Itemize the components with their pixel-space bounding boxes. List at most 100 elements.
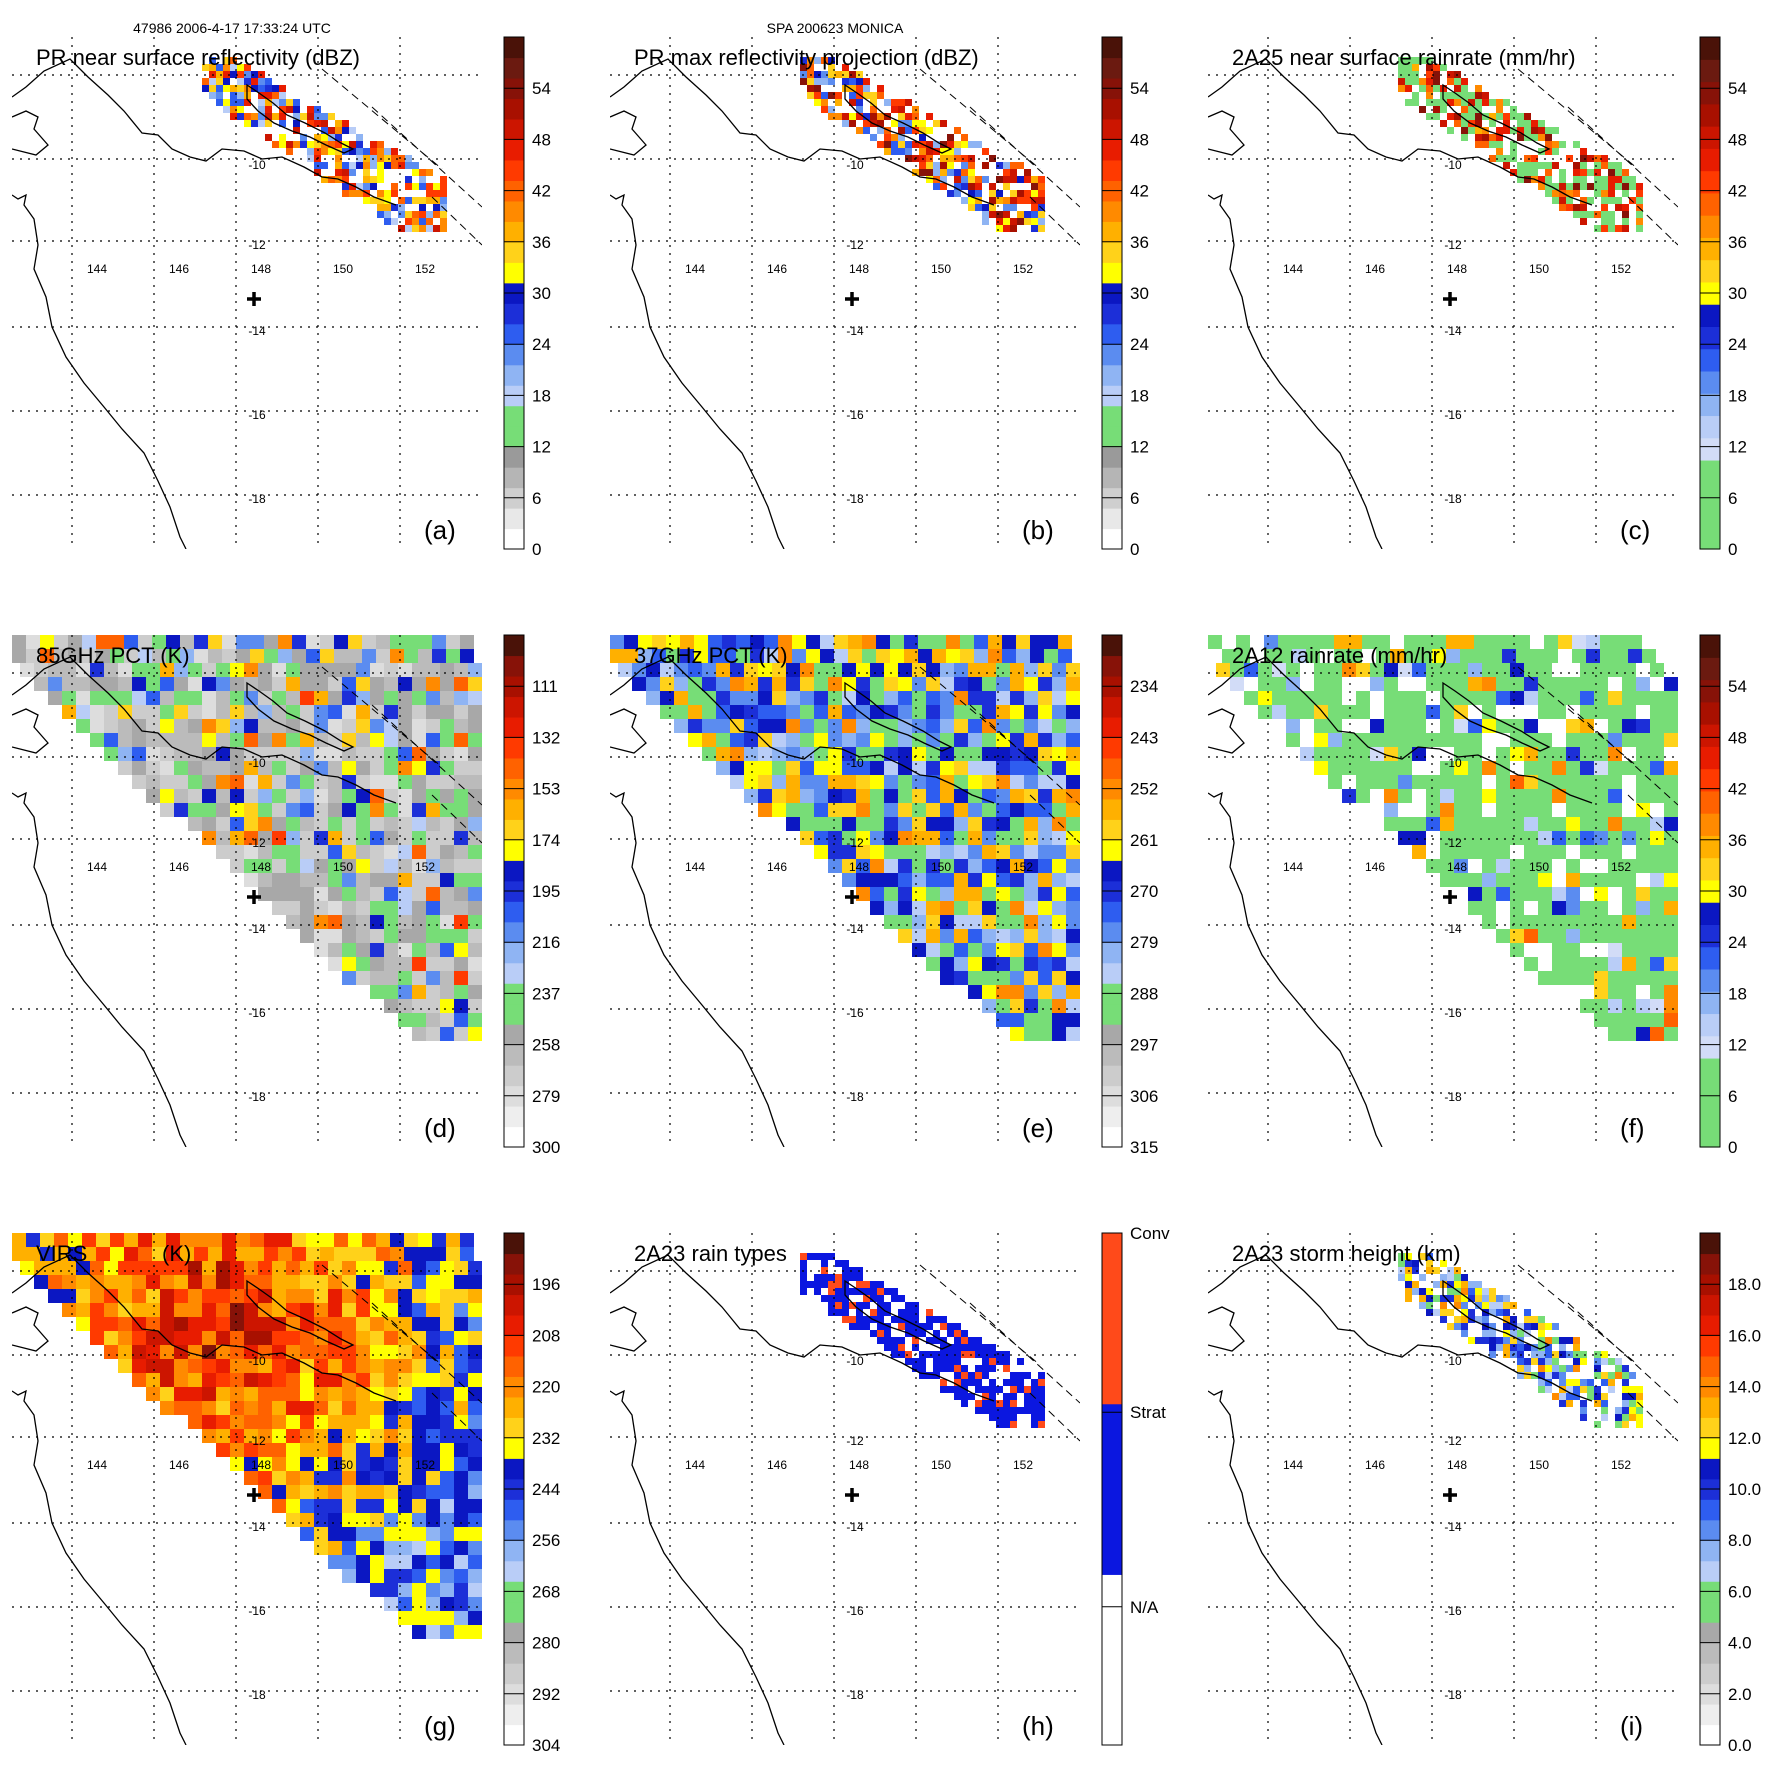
rain-pixel <box>1066 677 1080 691</box>
rain-pixel <box>821 106 828 113</box>
rain-pixel <box>1664 733 1678 747</box>
rain-pixel <box>1010 789 1024 803</box>
rain-pixel <box>412 1555 426 1569</box>
rain-pixel <box>1010 663 1024 677</box>
rain-pixel <box>82 635 96 649</box>
rain-pixel <box>982 775 996 789</box>
rain-pixel <box>1426 99 1433 106</box>
rain-pixel <box>314 873 328 887</box>
rain-pixel <box>146 1275 160 1289</box>
rain-pixel <box>230 1373 244 1387</box>
rain-pixel <box>1426 705 1440 719</box>
rain-pixel <box>835 1274 842 1281</box>
colorbar-tick-label: 18 <box>1728 386 1747 405</box>
rain-pixel <box>1398 719 1412 733</box>
rain-pixel <box>426 985 440 999</box>
rain-pixel <box>1559 1393 1566 1400</box>
rain-pixel <box>68 1233 82 1247</box>
colorbar-segment <box>1700 701 1720 725</box>
rain-pixel <box>328 113 335 120</box>
rain-pixel <box>118 1289 132 1303</box>
rain-pixel <box>891 1288 898 1295</box>
rain-pixel <box>1031 176 1038 183</box>
rain-pixel <box>118 1331 132 1345</box>
rain-pixel <box>1461 113 1468 120</box>
rain-pixel <box>440 1597 454 1611</box>
rain-pixel <box>716 663 730 677</box>
rain-pixel <box>286 99 293 106</box>
colorbar-tick-label: 270 <box>1130 882 1158 901</box>
rain-pixel <box>1545 169 1552 176</box>
rain-pixel <box>877 120 884 127</box>
rain-pixel <box>454 1569 468 1583</box>
rain-pixel <box>468 1345 482 1359</box>
rain-pixel <box>398 1569 412 1583</box>
rain-pixel <box>786 817 800 831</box>
rain-pixel <box>335 141 342 148</box>
rain-pixel <box>300 733 314 747</box>
rain-pixel <box>370 1513 384 1527</box>
rain-pixel <box>674 691 688 705</box>
rain-pixel <box>947 141 954 148</box>
rain-pixel <box>230 761 244 775</box>
rain-pixel <box>1384 691 1398 705</box>
rain-pixel <box>286 1471 300 1485</box>
rain-pixel <box>989 1351 996 1358</box>
rain-pixel <box>1615 1421 1622 1428</box>
rain-pixel <box>468 985 482 999</box>
rain-pixel <box>1461 1281 1468 1288</box>
rain-pixel <box>1622 1393 1629 1400</box>
colorbar-tick-label: 42 <box>1728 780 1747 799</box>
rain-pixel <box>82 1233 96 1247</box>
rain-pixel <box>1052 775 1066 789</box>
rain-pixel <box>356 1527 370 1541</box>
rain-pixel <box>96 649 110 663</box>
rain-pixel <box>1348 649 1362 663</box>
rain-pixel <box>1475 85 1482 92</box>
rain-pixel <box>356 859 370 873</box>
rain-pixel <box>884 915 898 929</box>
rain-pixel <box>1286 719 1300 733</box>
rain-pixel <box>132 1289 146 1303</box>
rain-pixel <box>1587 211 1594 218</box>
rain-pixel <box>398 901 412 915</box>
rain-pixel <box>828 1281 835 1288</box>
rain-pixel <box>454 1611 468 1625</box>
rain-pixel <box>1010 719 1024 733</box>
rain-pixel <box>230 803 244 817</box>
rain-pixel <box>1024 845 1038 859</box>
rain-pixel <box>982 211 989 218</box>
rain-pixel <box>314 1541 328 1555</box>
rain-pixel <box>1650 985 1664 999</box>
rain-pixel <box>363 176 370 183</box>
rain-pixel <box>1545 1372 1552 1379</box>
rain-pixel <box>786 663 800 677</box>
rain-pixel <box>968 901 982 915</box>
rain-pixel <box>919 1365 926 1372</box>
rain-pixel <box>293 141 300 148</box>
rain-pixel <box>440 197 447 204</box>
rain-pixel <box>244 1317 258 1331</box>
rain-pixel <box>1664 985 1678 999</box>
rain-pixel <box>926 761 940 775</box>
rain-pixel <box>468 663 482 677</box>
rain-pixel <box>1024 817 1038 831</box>
rain-pixel <box>426 663 440 677</box>
rain-pixel <box>863 127 870 134</box>
rain-pixel <box>293 99 300 106</box>
rain-pixel <box>454 915 468 929</box>
rain-pixel <box>1468 1295 1475 1302</box>
longitude-label: 148 <box>251 262 271 276</box>
rain-pixel <box>1552 929 1566 943</box>
rain-pixel <box>258 1303 272 1317</box>
rain-pixel <box>412 817 426 831</box>
rain-pixel <box>384 1513 398 1527</box>
rain-pixel <box>877 1316 884 1323</box>
rain-pixel <box>391 218 398 225</box>
colorbar-segment <box>1102 159 1122 181</box>
rain-pixel <box>968 691 982 705</box>
colorbar-tick-label: 220 <box>532 1378 560 1397</box>
rain-pixel <box>1510 677 1524 691</box>
rain-pixel <box>349 169 356 176</box>
rain-pixel <box>702 733 716 747</box>
